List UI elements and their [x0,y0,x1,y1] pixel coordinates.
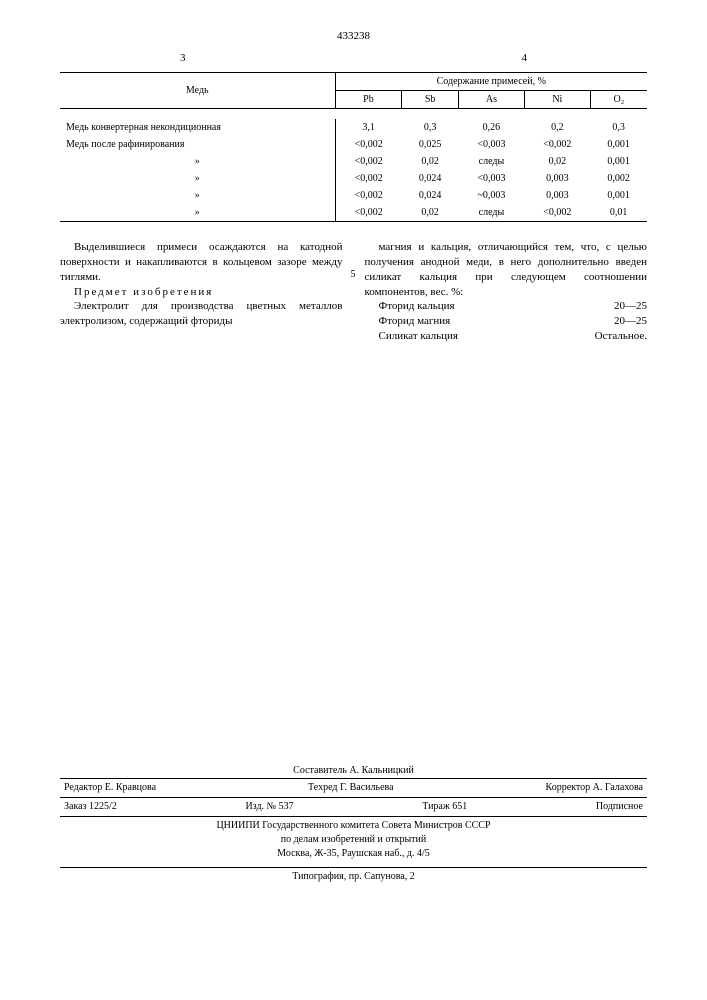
col-as: As [458,91,524,109]
paragraph: Электролит для производства цветных мета… [60,299,343,329]
editor: Редактор Е. Кравцова [64,781,156,795]
sub: Подписное [596,800,643,814]
claim-title: Предмет изобретения [60,285,343,300]
paragraph: Выделившиеся примеси осаждаются на катод… [60,240,343,285]
table-row: » <0,0020,024<0,0030,0030,002 [60,170,647,187]
typography: Типография, пр. Сапунова, 2 [60,867,647,884]
credit-line: Редактор Е. Кравцова Техред Г. Васильева… [60,778,647,798]
table-row: Медь конвертерная некондиционная 3,10,30… [60,119,647,136]
corrector: Корректор А. Галахова [546,781,643,795]
order: Заказ 1225/2 [64,800,117,814]
table-row: » <0,0020,02следы0,020,001 [60,153,647,170]
col-o2: O₂ [590,91,647,109]
order-line: Заказ 1225/2 Изд. № 537 Тираж 651 Подпис… [60,798,647,817]
col-ni: Ni [524,91,590,109]
footer: Составитель А. Кальницкий Редактор Е. Кр… [60,764,647,884]
impurity-table: Медь Содержание примесей, % Pb Sb As Ni … [60,72,647,222]
document-number: 433238 [60,30,647,42]
col-sb: Sb [402,91,459,109]
tirazh: Тираж 651 [422,800,467,814]
component-list: Фторид кальция20—25 Фторид магния20—25 С… [365,299,648,344]
page-num-left: 3 [180,52,186,64]
table-row: Медь после рафинирования <0,0020,025<0,0… [60,136,647,153]
page-numbers: 3 4 [60,52,647,64]
component-row: Фторид кальция20—25 [379,299,648,314]
paragraph: магния и кальция, отличающийся тем, что,… [365,240,648,299]
org-line: ЦНИИПИ Государственного комитета Совета … [60,817,647,863]
line-number: 5 [351,268,356,282]
component-row: Силикат кальцияОстальное. [379,329,648,344]
left-column: Выделившиеся примеси осаждаются на катод… [60,240,343,344]
table-row-header: Медь [60,73,335,109]
compiler: Составитель А. Кальницкий [60,764,647,778]
table-row: » <0,0020,02следы<0,0020,01 [60,204,647,222]
table-group-header: Содержание примесей, % [335,73,647,91]
izd: Изд. № 537 [245,800,293,814]
table-row: » <0,0020,024~0,0030,0030,001 [60,187,647,204]
techred: Техред Г. Васильева [308,781,394,795]
right-column: 5 магния и кальция, отличающийся тем, чт… [365,240,648,344]
component-row: Фторид магния20—25 [379,314,648,329]
page-num-right: 4 [522,52,528,64]
col-pb: Pb [335,91,402,109]
text-columns: Выделившиеся примеси осаждаются на катод… [60,240,647,344]
